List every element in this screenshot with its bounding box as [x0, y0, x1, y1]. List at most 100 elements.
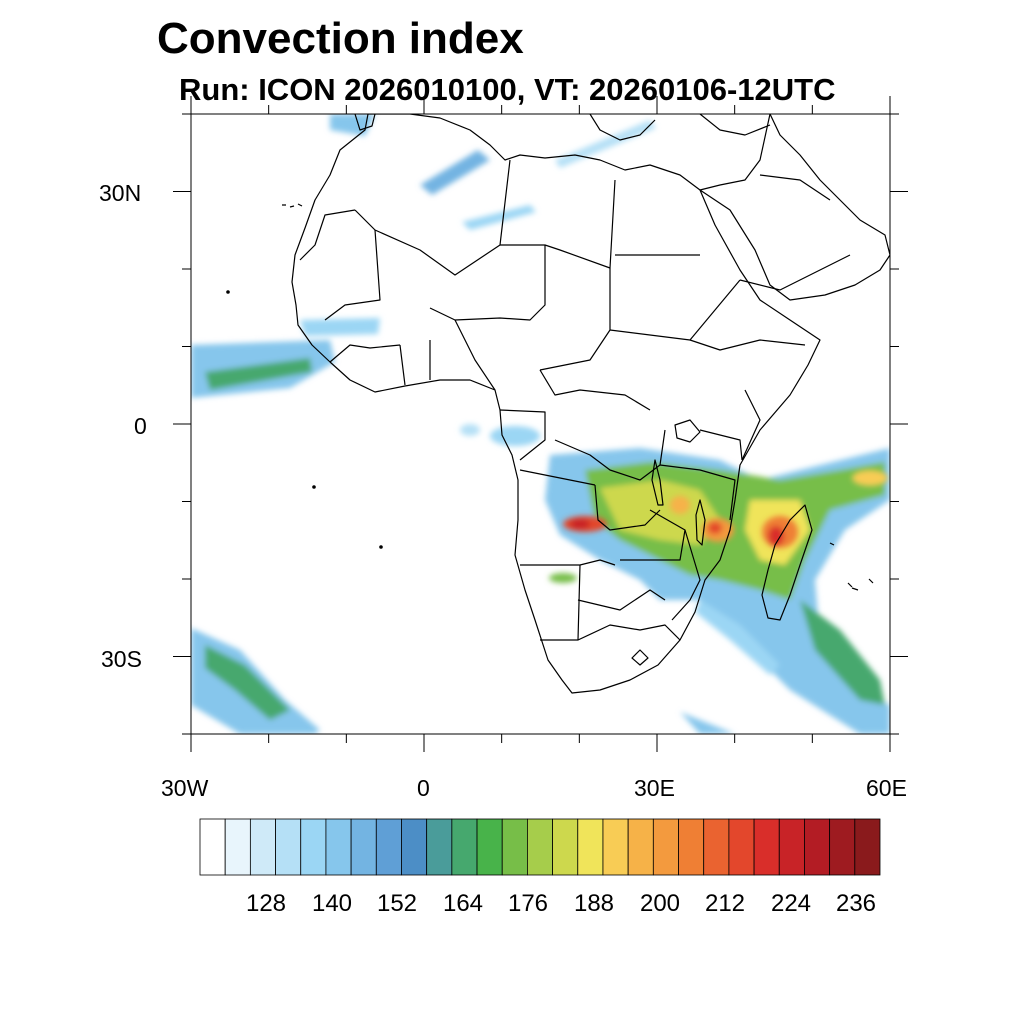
lon-tick-label-60e: 60E [866, 775, 907, 801]
arabia-gulf-coast [699, 114, 771, 191]
arabia-coastline [699, 114, 890, 301]
border-angola-2 [520, 559, 616, 566]
colorbar-swatch [375, 818, 402, 876]
colorbar-label-212: 212 [704, 890, 746, 917]
lat-tick-label-0: 0 [134, 413, 147, 439]
colorbar-swatch [350, 818, 377, 876]
field-patch-gabon [490, 426, 540, 446]
border-sudan [609, 279, 741, 341]
colorbar-label-164: 164 [442, 890, 484, 917]
border-botswana [577, 589, 666, 611]
colorbar-label-188: 188 [573, 890, 615, 917]
coastlines-and-borders [226, 114, 890, 694]
colorbar-swatch [401, 818, 428, 876]
island-dot-a [312, 485, 316, 489]
field-band-sahara-east [555, 120, 656, 168]
comoros-islands [829, 542, 859, 591]
field-band-south-ocean [680, 712, 735, 734]
field-core-yellow [600, 480, 720, 545]
colorbar-swatch [652, 818, 679, 876]
lon-tick-label-30w: 30W [161, 775, 209, 801]
colorbar-swatch [199, 818, 226, 876]
colorbar-swatch [577, 818, 604, 876]
border-drc-2 [594, 484, 661, 531]
lake-malawi [695, 499, 706, 546]
border-somalia [741, 389, 761, 461]
border-angola-1 [519, 469, 596, 486]
border-saudi-2 [759, 174, 831, 201]
border-zambia [620, 509, 686, 561]
colorbar-swatch [476, 818, 503, 876]
colorbar-swatch [778, 818, 805, 876]
field-patch-namibia [549, 573, 577, 583]
colorbar-swatch [829, 818, 856, 876]
lat-tick-label-30s: 30S [101, 646, 142, 672]
chart-subtitle: Run: ICON 2026010100, VT: 20260106-12UTC [179, 72, 836, 107]
turkey-coastline [699, 114, 771, 136]
lake-tanganyika [651, 459, 664, 506]
europe-coastline-west [354, 114, 376, 131]
border-west-africa-1 [329, 344, 401, 363]
border-sahel-1 [324, 229, 381, 321]
colorbar-label-236: 236 [835, 890, 877, 917]
field-band-atlantic-core [205, 358, 312, 390]
field-core-angola-center [570, 519, 590, 529]
colorbar-swatch [275, 818, 302, 876]
colorbar-swatch [325, 818, 352, 876]
colorbar [199, 818, 881, 876]
madagascar-coastline [761, 504, 813, 621]
border-nigeria-cameroon [454, 319, 496, 391]
colorbar-swatch [602, 818, 629, 876]
colorbar-swatch [300, 818, 327, 876]
border-drc-1 [554, 429, 666, 481]
colorbar-swatch [224, 818, 251, 876]
colorbar-swatch [249, 818, 276, 876]
border-sahel-2 [539, 268, 611, 371]
colorbar-label-176: 176 [507, 890, 549, 917]
border-maghreb-2 [354, 159, 511, 276]
colorbar-swatch [451, 818, 478, 876]
colorbar-swatch [501, 818, 528, 876]
island-dot-b [379, 545, 383, 549]
field-band-south-atlantic-core [205, 645, 290, 720]
border-maghreb-1 [299, 209, 356, 261]
lon-tick-label-30e: 30E [634, 775, 675, 801]
field-band-sahara-south [462, 205, 536, 230]
border-mozambique [671, 529, 701, 621]
lat-tick-label-30n: 30N [99, 180, 142, 206]
border-saudi-1 [739, 254, 851, 291]
field-patch-gulf-of-guinea [460, 424, 480, 436]
field-patch-malawi [670, 496, 690, 514]
colorbar-label-200: 200 [639, 890, 681, 917]
field-core-mozambique-center [708, 522, 722, 534]
mauritius-islands [847, 578, 874, 588]
colorbar-swatch [678, 818, 705, 876]
border-kenya [699, 429, 743, 461]
colorbar-swatch [703, 818, 730, 876]
colorbar-swatch [552, 818, 579, 876]
field-patch-indian-ocean-east [852, 470, 888, 486]
canary-islands [282, 203, 303, 208]
border-ethiopia [689, 339, 806, 351]
colorbar-swatch [426, 818, 453, 876]
border-sahara-1 [500, 179, 616, 269]
colorbar-swatch [728, 818, 755, 876]
colorbar-swatch [753, 818, 780, 876]
colorbar-label-224: 224 [770, 890, 812, 917]
colorbar-swatch [804, 818, 831, 876]
border-central-africa-1 [539, 369, 651, 411]
colorbar-swatch [527, 818, 553, 876]
colorbar-swatch [627, 818, 654, 876]
border-south-africa [577, 624, 681, 641]
colorbar-swatch [854, 818, 881, 876]
cape-verde-island [226, 290, 230, 294]
field-core-madagascar-north-center [768, 526, 784, 546]
border-sahara-2 [429, 245, 546, 321]
axis-ticks [173, 96, 908, 752]
europe-coastline-balkans [589, 114, 656, 141]
chart-title: Convection index [157, 14, 524, 63]
field-mozambique-coast-band [695, 600, 780, 675]
field-band-sahara-center [420, 150, 490, 195]
border-lesotho [631, 649, 649, 666]
